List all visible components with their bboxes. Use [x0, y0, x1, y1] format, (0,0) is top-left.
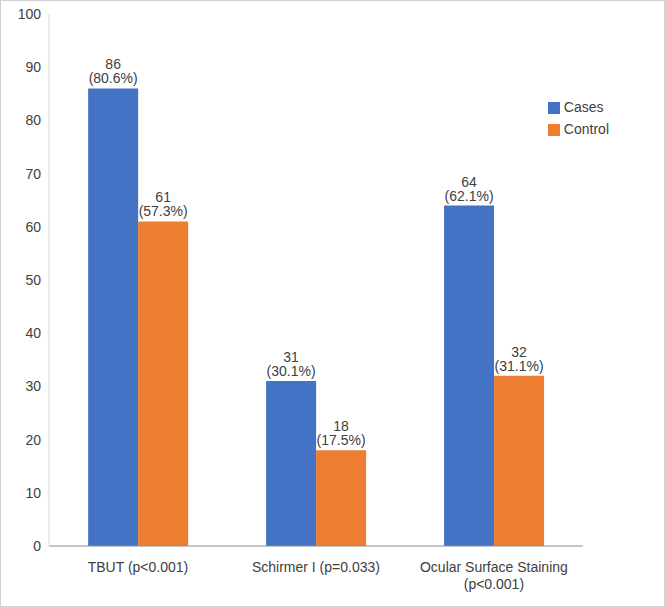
svg-text:Schirmer I (p=0.033): Schirmer I (p=0.033): [252, 559, 380, 575]
svg-text:61(57.3%): 61(57.3%): [139, 189, 188, 219]
svg-text:86(80.6%): 86(80.6%): [89, 56, 138, 86]
svg-text:30: 30: [25, 378, 41, 394]
svg-text:31(30.1%): 31(30.1%): [267, 349, 316, 379]
svg-text:32(31.1%): 32(31.1%): [495, 344, 544, 374]
svg-text:60: 60: [25, 219, 41, 235]
svg-text:20: 20: [25, 432, 41, 448]
svg-text:50: 50: [25, 272, 41, 288]
svg-text:70: 70: [25, 166, 41, 182]
svg-text:Ocular Surface Staining(p<0.00: Ocular Surface Staining(p<0.001): [420, 559, 568, 592]
svg-text:100: 100: [18, 6, 42, 22]
svg-text:90: 90: [25, 59, 41, 75]
svg-text:18(17.5%): 18(17.5%): [317, 418, 366, 448]
svg-text:64(62.1%): 64(62.1%): [445, 174, 494, 204]
svg-text:0: 0: [33, 538, 41, 554]
svg-text:40: 40: [25, 325, 41, 341]
svg-text:TBUT (p<0.001): TBUT (p<0.001): [88, 559, 189, 575]
html-text:Cases: Cases: [563, 99, 604, 115]
svg-text:10: 10: [25, 485, 41, 501]
html-text:Control: Control: [563, 121, 609, 137]
svg-text:80: 80: [25, 112, 41, 128]
